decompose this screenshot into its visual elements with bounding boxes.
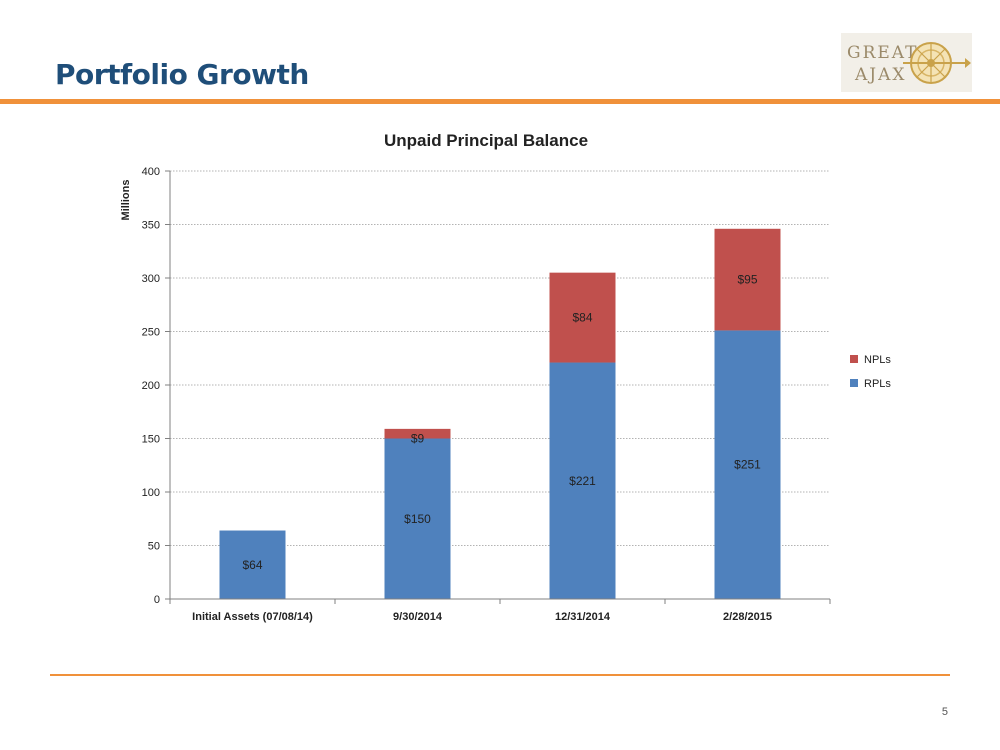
bar-rpls (219, 530, 286, 599)
bar-rpls (384, 438, 451, 599)
legend-swatch-rpls (850, 379, 858, 387)
bar-npls (384, 428, 451, 439)
legend-label-npls: NPLs (864, 354, 891, 366)
chart-title: Unpaid Principal Balance (384, 131, 588, 150)
y-tick-label: 150 (142, 434, 160, 446)
y-tick-label: 250 (142, 327, 160, 339)
data-label: $251 (734, 458, 761, 472)
x-tick-label: 9/30/2014 (393, 611, 443, 623)
logo-text-ajax: AJAX (855, 65, 907, 85)
bar-npls (549, 272, 616, 363)
data-label: $84 (572, 311, 592, 325)
y-tick-label: 300 (142, 273, 160, 285)
bar-rpls (549, 362, 616, 599)
y-tick-label: 100 (142, 487, 160, 499)
y-tick-label: 0 (154, 594, 160, 606)
data-label: $95 (737, 273, 757, 287)
data-label: $9 (411, 432, 425, 446)
y-tick-label: 400 (142, 166, 160, 178)
bar-npls (714, 228, 781, 331)
y-tick-label: 50 (148, 541, 160, 553)
x-tick-label: Initial Assets (07/08/14) (192, 611, 313, 623)
bar-rpls (714, 330, 781, 599)
header-divider (0, 99, 1000, 104)
data-label: $150 (404, 512, 431, 526)
y-tick-label: 200 (142, 380, 160, 392)
page-number: 5 (941, 706, 948, 718)
logo-text-great: GREAT (847, 43, 919, 63)
company-logo: GREAT AJAX (841, 33, 972, 92)
x-tick-label: 12/31/2014 (555, 611, 611, 623)
upb-stacked-bar-chart: Unpaid Principal Balance Millions 0 50 100… (120, 131, 891, 623)
legend-label-rpls: RPLs (864, 378, 891, 390)
y-tick-label: 350 (142, 220, 160, 232)
legend-swatch-npls (850, 355, 858, 363)
page-title: Portfolio Growth (55, 58, 309, 91)
data-label: $64 (242, 558, 262, 572)
shield-arrow-icon (903, 42, 971, 84)
y-axis-label: Millions (120, 180, 132, 221)
data-label: $221 (569, 474, 596, 488)
footer-divider (50, 674, 950, 676)
x-tick-label: 2/28/2015 (723, 611, 772, 623)
